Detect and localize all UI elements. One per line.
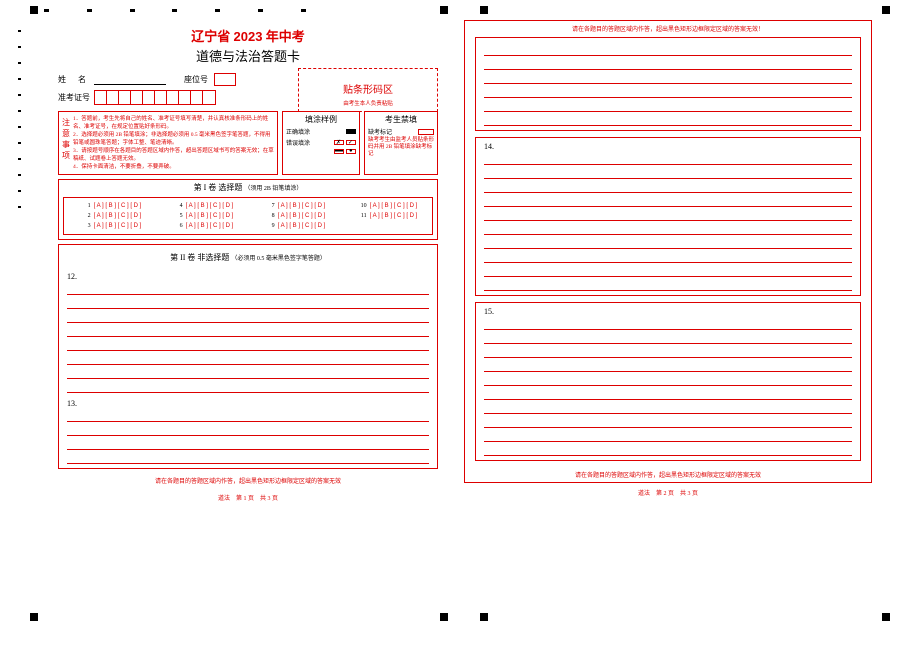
seat-field[interactable] xyxy=(214,73,236,86)
reg-mark xyxy=(440,613,448,621)
page-2: 请在各题目的答题区域内作答，超出黑色矩形边框限定区域的答案无效！ 14. 15.… xyxy=(464,20,872,502)
top-timing-marks xyxy=(44,6,306,14)
barcode-sub: 由考生本人负责粘贴 xyxy=(299,99,437,107)
title-block: 辽宁省 2023 年中考 道德与法治答题卡 xyxy=(44,20,452,73)
reg-mark xyxy=(480,613,488,621)
wrong-bubble-icon: ✗ xyxy=(334,140,344,145)
section2-box: 第 II 卷 非选择题 （必须用 0.5 毫米黑色签字笔答题） 12. 13. xyxy=(58,244,438,469)
mc-grid[interactable]: 1[ A ] [ B ] [ C ] [ D ]2[ A ] [ B ] [ C… xyxy=(63,197,433,235)
reg-mark xyxy=(30,6,38,14)
seat-label: 座位号 xyxy=(184,74,208,85)
reg-mark xyxy=(30,613,38,621)
forbid-text: 缺考考生由监考人员贴条形码并用 2B 铅笔填涂缺考标记 xyxy=(368,136,434,159)
fill-example-box: 填涂样例 正确填涂 错误填涂 ✗ ✓ ● xyxy=(282,111,360,175)
section2-subtitle: （必须用 0.5 毫米黑色签字笔答题） xyxy=(231,256,326,262)
name-label: 姓 名 xyxy=(58,74,88,85)
section1-subtitle: （须用 2B 铅笔填涂） xyxy=(244,186,302,192)
wrong-bubble-icon: ✓ xyxy=(346,140,356,145)
q15-label: 15. xyxy=(484,307,852,316)
section1-title: 第 I 卷 选择题 xyxy=(194,183,243,192)
reg-mark xyxy=(882,613,890,621)
q14-label: 14. xyxy=(484,142,852,151)
title-year: 2023 xyxy=(234,29,263,44)
wrong-bubble-icon xyxy=(334,149,344,154)
page1-footer: 道法 第 1 页 共 3 页 xyxy=(44,493,452,502)
notice-box: 注意事项 1．答题前，考生先将自己的姓名、准考证号填写清楚，并认真核准条形码上的… xyxy=(58,111,278,175)
page-1: 辽宁省 2023 年中考 道德与法治答题卡 贴条形码区 由考生本人负责粘贴 姓 … xyxy=(44,20,452,502)
title-exam: 年中考 xyxy=(266,29,305,44)
page2-footer: 道法 第 2 页 共 3 页 xyxy=(464,488,872,497)
barcode-label: 贴条形码区 xyxy=(343,85,393,96)
fill-example-header: 填涂样例 xyxy=(286,114,356,125)
q12-label: 12. xyxy=(67,272,429,281)
wrong-bubble-icon: ● xyxy=(346,149,356,154)
notice-header: 注意事项 xyxy=(62,115,70,171)
side-timing-marks xyxy=(18,30,21,222)
section1-box: 第 I 卷 选择题 （须用 2B 铅笔填涂） 1[ A ] [ B ] [ C … xyxy=(58,179,438,240)
q12-area[interactable]: 12. xyxy=(67,272,429,393)
page2-warning: 请在各题目的答题区域内作答，超出黑色矩形边框限定区域的答案无效 xyxy=(465,467,871,482)
name-field[interactable] xyxy=(94,74,166,85)
id-cells[interactable] xyxy=(94,90,216,105)
title-province: 辽宁省 xyxy=(191,29,230,44)
absent-label: 缺考标记 xyxy=(368,127,392,136)
correct-fill-label: 正确填涂 xyxy=(286,127,310,136)
wrong-fill-label: 错误填涂 xyxy=(286,138,310,147)
forbid-box: 考生禁填 缺考标记 缺考考生由监考人员贴条形码并用 2B 铅笔填涂缺考标记 xyxy=(364,111,438,175)
barcode-area: 贴条形码区 由考生本人负责粘贴 xyxy=(298,68,438,112)
q13-continue-area[interactable] xyxy=(475,37,861,131)
correct-bubble-icon xyxy=(346,129,356,134)
forbid-header: 考生禁填 xyxy=(368,114,434,125)
title-subject: 道德与法治答题卡 xyxy=(44,46,452,65)
section2-title: 第 II 卷 非选择题 xyxy=(170,253,229,262)
reg-mark xyxy=(440,6,448,14)
page1-warning: 请在各题目的答题区域内作答，超出黑色矩形边框限定区域的答案无效 xyxy=(44,473,452,488)
page2-top-warning: 请在各题目的答题区域内作答，超出黑色矩形边框限定区域的答案无效！ xyxy=(465,21,871,37)
id-label: 准考证号 xyxy=(58,92,90,103)
absent-mark-box xyxy=(418,129,434,135)
reg-mark xyxy=(882,6,890,14)
reg-mark xyxy=(480,6,488,14)
q13-label: 13. xyxy=(67,399,429,408)
q13-area[interactable]: 13. xyxy=(67,399,429,464)
notice-list: 1．答题前，考生先将自己的姓名、准考证号填写清楚，并认真核准条形码上的姓名、准考… xyxy=(73,115,274,171)
q14-area[interactable]: 14. xyxy=(475,137,861,296)
q15-area[interactable]: 15. xyxy=(475,302,861,461)
